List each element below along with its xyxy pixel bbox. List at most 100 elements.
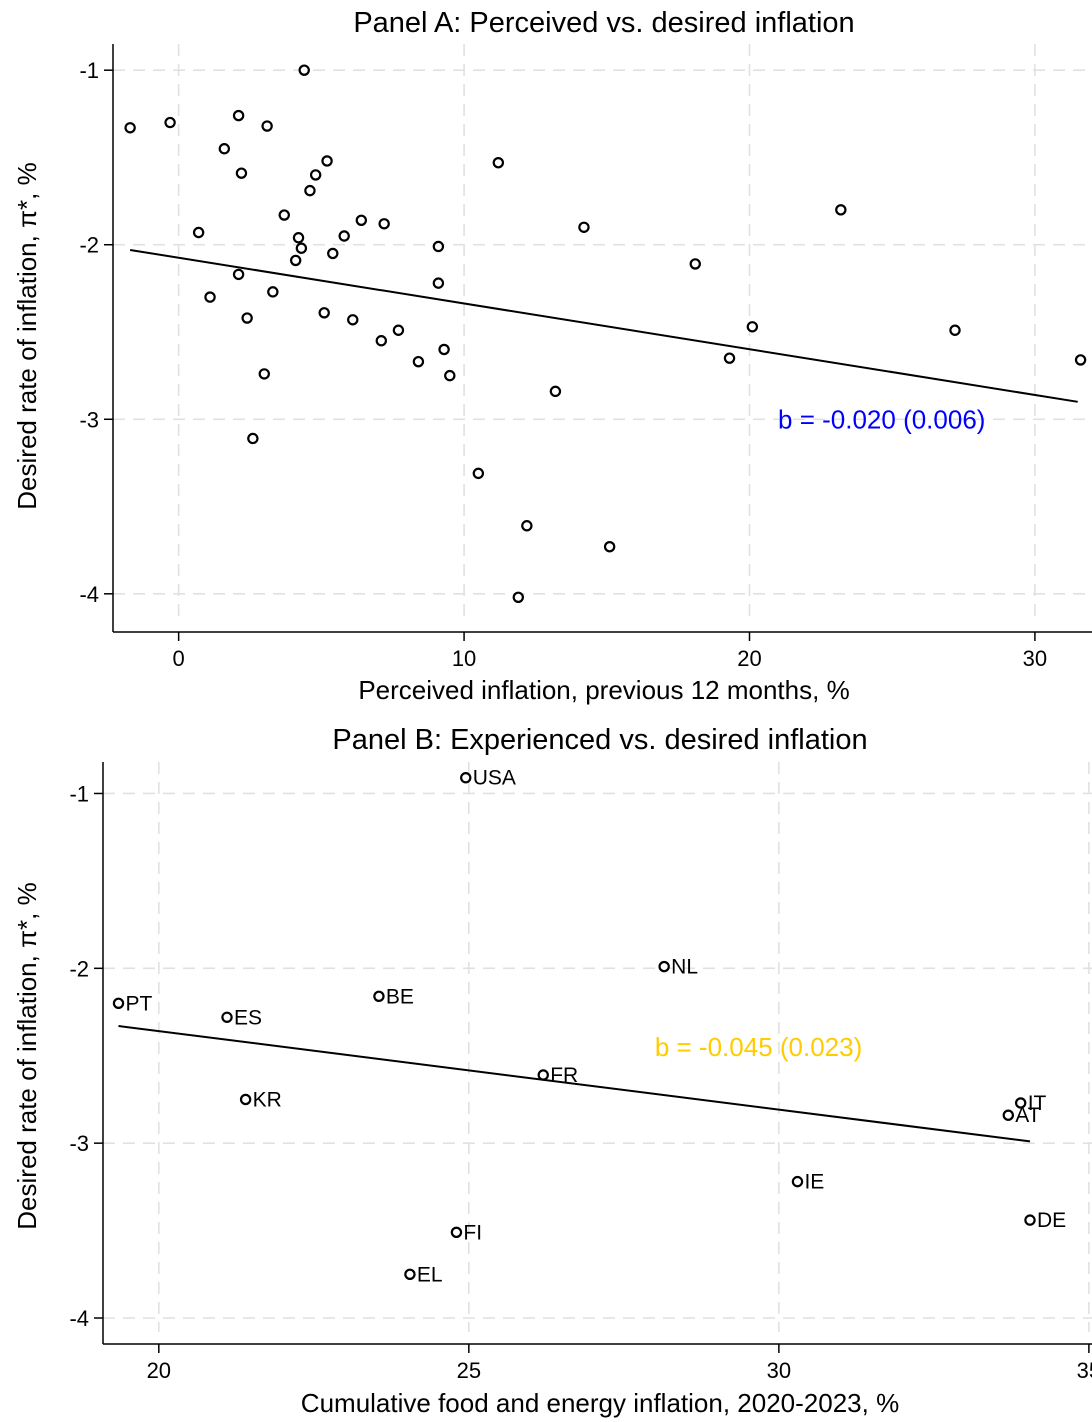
panel-b-x-tick-label: 20 [147,1358,171,1383]
panel-a-point [321,155,333,167]
panel-b-point [537,1069,549,1081]
panel-a-point [232,109,245,122]
panel-a-point [392,324,405,336]
panel-b-point-label: AT [1015,1104,1040,1127]
panel-b-point [658,960,670,973]
panel-b-y-tick-label: -1 [69,781,89,806]
panel-a-point [723,352,736,364]
panel-a-title: Panel A: Perceived vs. desired inflation [353,7,854,39]
panel-a-point [412,355,425,368]
panel-b-point [1014,1097,1027,1109]
panel-a-axes [112,44,1092,633]
panel-b-point-label: IT [1028,1092,1047,1115]
panel-b-fit-line [118,1025,1031,1143]
panel-a-x-tick-label: 20 [737,646,761,671]
panel-a-point [746,321,759,333]
panel-b-x-ticks: 20 25 30 35 [147,1344,1092,1383]
panel-a-point [375,335,387,347]
panel-a-fit [129,248,1078,403]
panel-b-x-tick-label: 30 [767,1358,791,1383]
panel-b-y-axis-label: Desired rate of inflation, π*, % [12,882,42,1229]
panel-a-point [318,307,330,319]
panel-b-point [373,990,385,1002]
panel-b-point [239,1093,252,1106]
panel-a-point [261,120,273,132]
panel-b-point [221,1011,233,1023]
panel-b-y-tick-label: -3 [69,1131,89,1156]
panel-a-grid [113,44,1092,620]
panel-b-point-label: EL [417,1263,443,1286]
panel-b-point [791,1175,804,1188]
panel-a-point [549,385,562,398]
panel-a-point [689,258,701,270]
panel-a-point [432,240,445,253]
panel-a-point [204,291,216,303]
panel-b-x-tick-label: 25 [457,1358,481,1383]
panel-a-point [1074,354,1087,366]
panel-a-point [492,156,505,169]
panel-a-point [438,343,450,356]
panel-a-point [267,286,279,298]
panel-b-point [112,997,125,1009]
panel-a-point [124,122,136,134]
panel-b-point-label: FI [463,1221,482,1244]
panel-a-x-tick-label: 0 [173,646,185,671]
panel-b-grid [103,762,1092,1332]
panel-b-point-label: PT [126,992,153,1015]
panel-a-x-tick-label: 30 [1023,646,1047,671]
panel-a-x-ticks: 0 10 20 30 [173,632,1047,671]
panel-b-point-label: NL [671,956,698,979]
panel-b-y-tick-label: -4 [69,1306,89,1331]
panel-a-point [432,277,445,289]
panel-a-y-tick-label: -1 [79,58,99,83]
panel-b-point [1024,1214,1036,1226]
panel-a-point [247,432,259,445]
panel-b-point-label: FR [550,1064,578,1087]
panel-a-point [309,169,322,181]
panel-b-x-axis-label: Cumulative food and energy inflation, 20… [301,1388,899,1418]
panel-b-point-label: DE [1037,1209,1066,1232]
panel-b-y-tick-label: -2 [69,956,89,981]
panel-a-fit-line [129,248,1078,403]
panel-a-point [192,226,205,239]
panel-a-point [164,116,176,129]
panel-a-point [292,232,305,244]
panel-b-title: Panel B: Experienced vs. desired inflati… [332,724,867,756]
panel-a-points [124,64,1087,604]
panel-b-point-label: ES [234,1006,262,1029]
panel-b-axes [102,762,1092,1345]
panel-b-point-label: KR [253,1088,282,1111]
panel-b-x-tick-label: 35 [1077,1358,1092,1383]
panel-a-point [235,167,248,179]
panel-a-y-tick-label: -4 [79,582,99,607]
panel-a-point [327,247,339,260]
panel-a-point [355,214,368,226]
panel-a-y-axis-label: Desired rate of inflation, π*, % [12,162,42,509]
panel-a-point [444,369,456,382]
panel-b-point-label: IE [804,1171,824,1194]
panel-a-point [304,184,316,197]
panel-a-point [298,64,310,76]
panel-b-point-label: BE [386,985,414,1008]
panel-a-point [338,230,350,242]
panel-a-point [218,143,231,155]
panel-a-y-tick-label: -3 [79,407,99,432]
panel-a-point [512,591,525,604]
panel-b-point [404,1268,416,1281]
panel-a-point [472,467,485,480]
panel-b-point [1002,1109,1014,1121]
panel-a-point [258,368,270,380]
panel-a-point [295,242,308,254]
panel-b-point [460,772,472,784]
panel-a: Panel A: Perceived vs. desired inflation… [12,7,1092,705]
panel-b-fit [118,1025,1031,1143]
panel-b-point-label: USA [473,767,516,790]
panel-a-x-axis-label: Perceived inflation, previous 12 months,… [358,675,849,705]
panel-b: Panel B: Experienced vs. desired inflati… [12,724,1092,1418]
panel-a-point [603,540,616,553]
panel-a-slope-annotation: b = -0.020 (0.006) [778,404,985,434]
panel-b-y-ticks: -4 -3 -2 -1 [69,781,103,1331]
panel-b-point [450,1226,463,1239]
